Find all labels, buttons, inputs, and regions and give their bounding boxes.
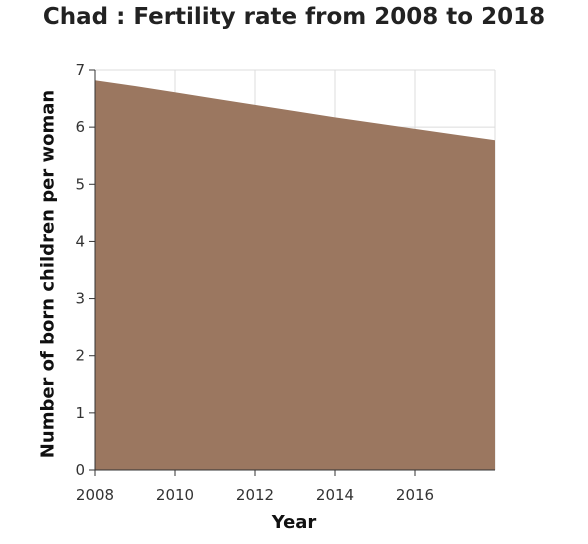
y-tick-label: 3 [75, 290, 85, 308]
x-axis-label: Year [271, 512, 317, 533]
y-tick-label: 1 [75, 404, 85, 422]
x-tick-label: 2010 [156, 486, 194, 504]
y-tick-label: 2 [75, 347, 85, 365]
y-tick-label: 0 [75, 461, 85, 479]
y-tick-label: 6 [75, 118, 85, 136]
y-tick-label: 7 [75, 61, 85, 79]
area-series [95, 80, 495, 471]
x-tick-label: 2016 [396, 486, 434, 504]
x-tick-label: 2008 [76, 486, 114, 504]
x-tick-label: 2014 [316, 486, 354, 504]
y-tick-label: 5 [75, 175, 85, 193]
chart-title: Chad : Fertility rate from 2008 to 2018 [42, 4, 546, 30]
y-tick-label: 4 [75, 232, 85, 250]
x-tick-label: 2012 [236, 486, 274, 504]
